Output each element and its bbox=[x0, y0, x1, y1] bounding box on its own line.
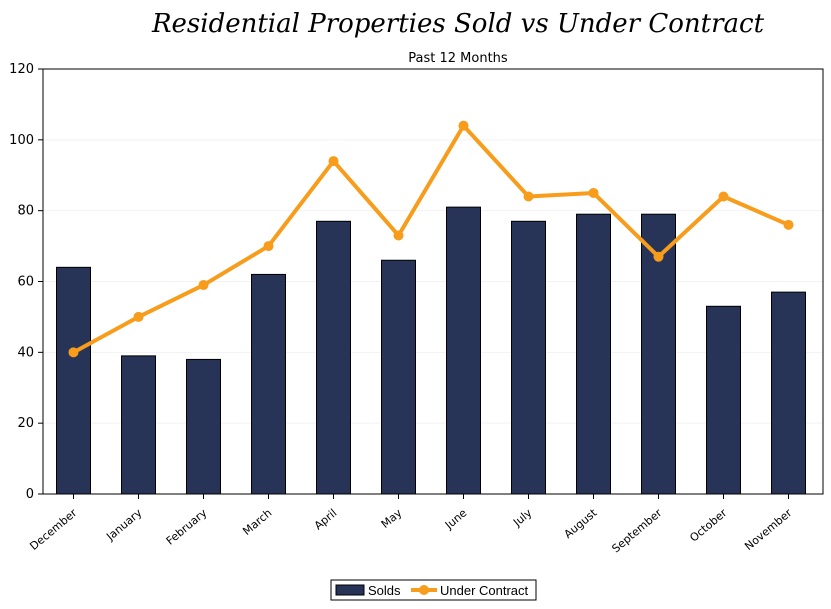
point-under-contract bbox=[393, 230, 404, 241]
chart-subtitle: Past 12 Months bbox=[408, 51, 508, 66]
bar-solds bbox=[121, 355, 156, 495]
y-tick-label: 0 bbox=[26, 487, 34, 502]
bar-solds bbox=[576, 213, 611, 495]
y-tick-label: 60 bbox=[17, 275, 34, 290]
line-series bbox=[68, 120, 794, 358]
bar-solds bbox=[706, 305, 741, 495]
chart-title: Residential Properties Sold vs Under Con… bbox=[151, 9, 765, 39]
x-tick-label: October bbox=[687, 506, 729, 545]
bar-solds bbox=[56, 266, 91, 495]
y-tick-label: 120 bbox=[9, 62, 34, 77]
x-tick-label: March bbox=[240, 506, 274, 538]
point-under-contract bbox=[588, 187, 599, 198]
x-tick-label: January bbox=[103, 506, 144, 544]
x-tick-label: August bbox=[562, 506, 600, 541]
point-under-contract bbox=[458, 120, 469, 131]
legend-swatch-solds bbox=[335, 584, 365, 596]
bar-solds bbox=[511, 220, 546, 495]
line-under-contract bbox=[71, 123, 791, 355]
x-tick-label: November bbox=[742, 506, 795, 553]
point-under-contract bbox=[783, 219, 794, 230]
point-under-contract bbox=[328, 156, 339, 167]
x-tick-label: February bbox=[164, 506, 210, 548]
legend-label-solds: Solds bbox=[368, 583, 401, 598]
x-tick-label: December bbox=[27, 506, 79, 553]
bar-solds bbox=[446, 206, 481, 495]
point-under-contract bbox=[133, 311, 144, 322]
point-under-contract bbox=[68, 347, 79, 358]
y-tick-label: 80 bbox=[17, 204, 34, 219]
y-tick-label: 40 bbox=[17, 345, 34, 360]
point-under-contract bbox=[653, 251, 664, 262]
bar-solds bbox=[381, 259, 416, 495]
point-under-contract bbox=[523, 191, 534, 202]
plot-frame bbox=[42, 68, 824, 495]
bar-solds bbox=[771, 291, 806, 495]
x-tick-label: July bbox=[510, 506, 535, 530]
x-tick-label: April bbox=[312, 506, 340, 532]
point-under-contract bbox=[263, 241, 274, 252]
y-tick-label: 20 bbox=[17, 416, 34, 431]
legend-marker-under-contract bbox=[419, 585, 429, 595]
bar-solds bbox=[316, 220, 351, 495]
bar-series bbox=[56, 206, 806, 495]
x-tick-label: June bbox=[442, 506, 470, 532]
bar-solds bbox=[251, 273, 286, 495]
y-tick-label: 100 bbox=[9, 133, 34, 148]
x-tick-label: May bbox=[379, 506, 405, 531]
bar-solds bbox=[186, 358, 221, 495]
point-under-contract bbox=[198, 280, 209, 291]
x-tick-label: September bbox=[609, 506, 664, 555]
legend: Solds Under Contract bbox=[330, 579, 537, 601]
legend-label-under-contract: Under Contract bbox=[440, 583, 529, 598]
point-under-contract bbox=[718, 191, 729, 202]
